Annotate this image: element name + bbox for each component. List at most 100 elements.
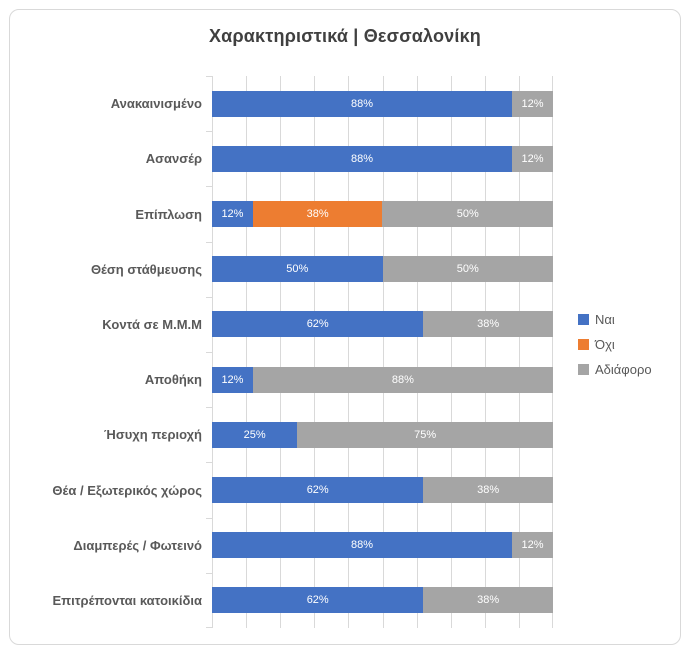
category-label: Κοντά σε Μ.Μ.Μ — [102, 316, 202, 332]
bar-segment: 88% — [212, 532, 513, 559]
bar-segment: 50% — [382, 256, 553, 283]
data-label: 62% — [306, 484, 329, 497]
bar-track: 25% 75% — [212, 421, 553, 448]
gridline — [212, 76, 213, 628]
axis-tick — [206, 517, 212, 519]
gridline — [280, 76, 282, 628]
bar-track: 12% 88% — [212, 366, 553, 393]
bar-segment: 12% — [212, 366, 253, 393]
axis-tick — [206, 627, 212, 628]
chart-row: Ήσυχη περιοχή 25% 75% — [0, 407, 553, 462]
gridline — [484, 76, 486, 628]
gridline — [348, 76, 350, 628]
data-label: 12% — [221, 373, 244, 386]
bar-track: 88% 12% — [212, 532, 553, 559]
legend: Ναι Όχι Αδιάφορο — [578, 312, 652, 377]
gridline — [518, 76, 520, 628]
bar-segment: 62% — [212, 587, 424, 614]
bar-track: 62% 38% — [212, 477, 553, 504]
legend-swatch-icon — [578, 339, 589, 350]
data-label: 38% — [477, 594, 500, 607]
axis-tick — [206, 407, 212, 409]
data-label: 12% — [521, 152, 544, 165]
data-label: 50% — [286, 263, 309, 276]
bar-segment: 88% — [252, 366, 553, 393]
data-label: 75% — [414, 428, 437, 441]
bar-segment: 50% — [212, 256, 383, 283]
legend-item: Όχι — [578, 337, 652, 352]
bar-segment: 12% — [512, 90, 553, 117]
chart-rows: Ανακαινισμένο 88% 12% Ασανσέρ 88% 12% Επίπλωση… — [0, 76, 553, 628]
chart-row: Επιτρέποvται κατοικίδια 62% 38% — [0, 573, 553, 628]
bar-track: 12% 38% 50% — [212, 201, 553, 227]
bar-track: 62% 38% — [212, 587, 553, 614]
bar-segment: 12% — [212, 201, 253, 227]
axis-tick — [206, 572, 212, 574]
legend-label: Ναι — [595, 312, 615, 327]
gridline — [246, 76, 248, 628]
data-label: 38% — [477, 484, 500, 497]
legend-item: Αδιάφορο — [578, 362, 652, 377]
data-label: 25% — [243, 428, 266, 441]
data-label: 88% — [391, 373, 414, 386]
bar-segment: 88% — [212, 90, 513, 117]
chart-row: Θέα / Εξωτερικός χώρος 62% 38% — [0, 462, 553, 517]
chart-title: Χαρακτηριστικά | Θεσσαλονίκη — [208, 26, 482, 46]
category-label: Διαμπερές / Φωτεινό — [73, 537, 202, 553]
axis-tick — [206, 76, 212, 77]
category-label: Ασανσέρ — [145, 151, 202, 167]
data-label: 12% — [221, 208, 244, 220]
category-label: Επιτρέποvται κατοικίδια — [52, 592, 202, 608]
data-label: 38% — [306, 208, 329, 220]
axis-ticks — [206, 76, 212, 628]
gridline — [314, 76, 316, 628]
bar-segment: 75% — [297, 421, 553, 448]
bar-track: 62% 38% — [212, 311, 553, 338]
axis-tick — [206, 352, 212, 353]
data-label: 38% — [477, 318, 500, 331]
chart-row: Κοντά σε Μ.Μ.Μ 62% 38% — [0, 297, 553, 352]
data-label: 88% — [351, 152, 374, 165]
bar-segment: 25% — [212, 421, 298, 448]
axis-tick — [206, 131, 212, 133]
bar-segment: 38% — [252, 201, 383, 227]
chart-row: Ανακαινισμένο 88% 12% — [0, 76, 553, 131]
bar-segment: 88% — [212, 145, 513, 172]
gridline — [552, 76, 553, 628]
axis-tick — [206, 186, 212, 188]
bar-segment: 50% — [382, 201, 553, 227]
data-label: 50% — [456, 263, 479, 276]
category-label: Ήσυχη περιοχή — [104, 427, 202, 443]
gridline — [450, 76, 452, 628]
category-label: Επίπλωση — [135, 206, 202, 222]
chart-row: Ασανσέρ 88% 12% — [0, 131, 553, 186]
bar-segment: 12% — [512, 532, 553, 559]
legend-label: Όχι — [595, 337, 615, 352]
axis-tick — [206, 462, 212, 464]
axis-tick — [206, 296, 212, 298]
bar-segment: 12% — [512, 145, 553, 172]
axis-tick — [206, 241, 212, 243]
data-label: 88% — [351, 539, 374, 552]
bar-segment: 62% — [212, 477, 424, 504]
legend-swatch-icon — [578, 364, 589, 375]
data-label: 12% — [521, 97, 544, 110]
chart-row: Διαμπερές / Φωτεινό 88% 12% — [0, 518, 553, 573]
gridline — [416, 76, 418, 628]
bar-segment: 38% — [423, 311, 553, 338]
chart-row: Επίπλωση 12% 38% 50% — [0, 186, 553, 241]
data-label: 62% — [306, 594, 329, 607]
bar-track: 88% 12% — [212, 145, 553, 172]
bar-segment: 62% — [212, 311, 424, 338]
data-label: 50% — [456, 208, 479, 220]
gridline — [382, 76, 384, 628]
category-label: Θέα / Εξωτερικός χώρος — [52, 482, 202, 498]
bar-segment: 38% — [423, 477, 553, 504]
data-label: 88% — [351, 97, 374, 110]
bar-track: 50% 50% — [212, 256, 553, 283]
category-label: Θέση στάθμευσης — [90, 261, 202, 277]
category-label: Αποθήκη — [144, 372, 202, 388]
legend-label: Αδιάφορο — [595, 362, 652, 377]
category-label: Ανακαινισμένο — [110, 96, 202, 112]
chart-row: Θέση στάθμευσης 50% 50% — [0, 242, 553, 297]
